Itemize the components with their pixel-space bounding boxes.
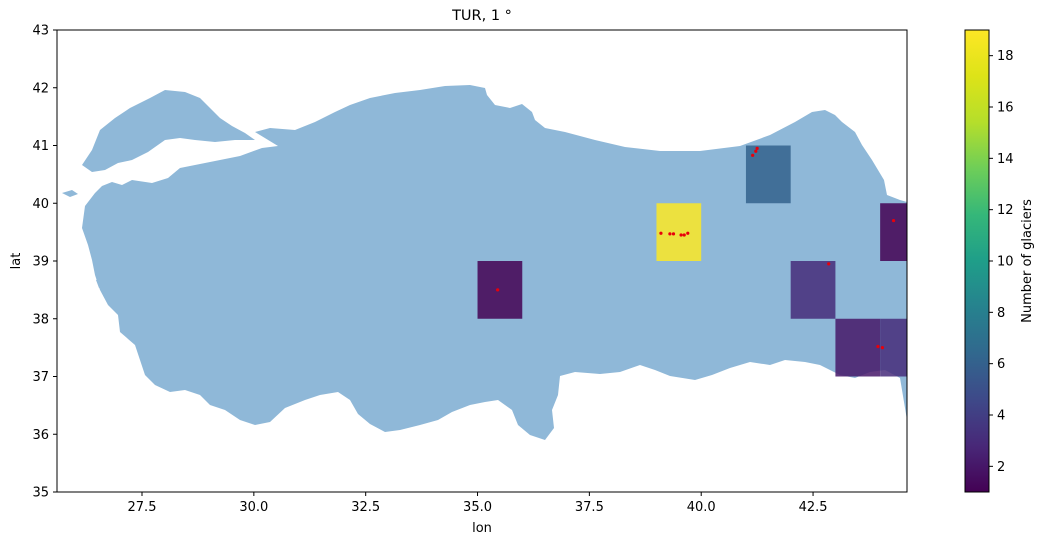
- colorbar-label: Number of glaciers: [1020, 199, 1035, 323]
- y-tick-label: 38: [32, 312, 49, 327]
- glacier-point-7: [754, 149, 758, 153]
- island-gokceada: [62, 190, 78, 197]
- island-bozcaada: [96, 277, 106, 288]
- glacier-point-8: [755, 146, 759, 150]
- heatmap-cell-3: [477, 261, 523, 319]
- glacier-point-13: [891, 218, 896, 223]
- heatmap-cell-6: [880, 318, 907, 377]
- colorbar-tick-label: 10: [997, 255, 1014, 270]
- x-tick-label: 40.0: [687, 500, 716, 515]
- glacier-point-11: [876, 344, 880, 349]
- colorbar-tick-label: 4: [997, 409, 1005, 424]
- x-tick-label: 32.5: [351, 500, 380, 515]
- y-tick-label: 37: [32, 370, 49, 385]
- y-tick-label: 42: [32, 81, 49, 96]
- colorbar-tick-label: 14: [997, 152, 1014, 167]
- y-axis-ticks: 35 36 37 38 39 40 41 42 43: [32, 24, 57, 501]
- heatmap-cell-0: [656, 203, 702, 261]
- colorbar-tick-label: 2: [997, 460, 1005, 475]
- glacier-point-2: [671, 232, 676, 236]
- x-tick-label: 35.0: [463, 500, 492, 515]
- y-tick-label: 35: [32, 486, 49, 501]
- y-tick-label: 39: [32, 255, 49, 270]
- y-axis-label: lat: [9, 253, 24, 270]
- glacier-point-0: [659, 231, 663, 235]
- glacier-point-12: [880, 346, 884, 350]
- glacier-points: [496, 146, 896, 350]
- y-tick-label: 41: [32, 139, 49, 154]
- glacier-point-4: [682, 233, 686, 237]
- colorbar-tick-label: 8: [997, 306, 1005, 321]
- colorbar-tick-label: 16: [997, 101, 1014, 116]
- glacier-point-3: [679, 233, 683, 237]
- glacier-point-10: [827, 262, 831, 266]
- x-tick-label: 37.5: [575, 500, 604, 515]
- chart-title: TUR, 1 °: [451, 8, 512, 24]
- thrace-land-mass: [82, 90, 255, 172]
- colorbar-ticks: 2 4 6 8 10 12 14 16 18: [989, 49, 1014, 475]
- x-tick-label: 30.0: [239, 500, 268, 515]
- heatmap-cell-4: [880, 203, 907, 261]
- glacier-point-1: [668, 232, 672, 236]
- colorbar-tick-label: 12: [997, 203, 1014, 218]
- y-tick-label: 40: [32, 197, 49, 212]
- x-axis-ticks: 27.5 30.0 32.5 35.0 37.5 40.0 42.5: [128, 492, 828, 515]
- y-tick-label: 43: [32, 24, 49, 39]
- x-tick-label: 27.5: [128, 500, 157, 515]
- heatmap-cell-2: [790, 261, 836, 319]
- x-tick-label: 42.5: [799, 500, 828, 515]
- colorbar-tick-label: 6: [997, 357, 1005, 372]
- glacier-point-6: [751, 153, 755, 157]
- colorbar-tick-label: 18: [997, 49, 1014, 64]
- glacier-point-5: [686, 231, 690, 235]
- y-tick-label: 36: [32, 428, 49, 443]
- colorbar: [964, 29, 990, 493]
- glacier-point-9: [496, 288, 500, 292]
- heatmap-cell-5: [835, 318, 881, 377]
- x-axis-label: lon: [472, 521, 492, 536]
- glacier-count-cells: [477, 145, 907, 377]
